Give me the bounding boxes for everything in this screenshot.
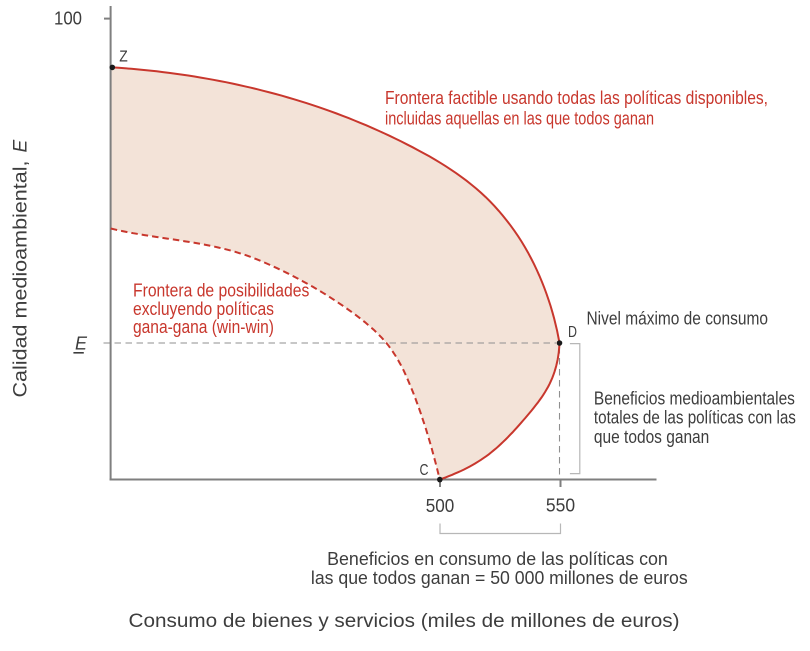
svg-text:550: 550: [546, 496, 575, 516]
svg-text:las que todos ganan = 50 000 m: las que todos ganan = 50 000 millones de…: [311, 568, 688, 588]
svg-text:100: 100: [54, 8, 82, 28]
svg-text:E: E: [75, 333, 88, 353]
svg-text:gana-gana (win-win): gana-gana (win-win): [133, 317, 274, 337]
svg-text:500: 500: [426, 496, 455, 516]
svg-text:Frontera de posibilidades: Frontera de posibilidades: [133, 281, 309, 301]
svg-text:Consumo de bienes y servicios: Consumo de bienes y servicios (miles de …: [129, 610, 680, 632]
svg-text:E: E: [11, 140, 32, 153]
svg-text:Beneficios en consumo de las p: Beneficios en consumo de las políticas c…: [327, 549, 668, 569]
svg-text:totales de las políticas con l: totales de las políticas con las: [594, 408, 796, 428]
svg-text:C: C: [420, 462, 429, 479]
svg-text:incluidas aquellas en las que: incluidas aquellas en las que todos gana…: [385, 109, 654, 129]
svg-text:Z: Z: [119, 49, 128, 66]
svg-text:excluyendo políticas: excluyendo políticas: [133, 299, 274, 319]
svg-text:Nivel máximo de consumo: Nivel máximo de consumo: [587, 308, 769, 328]
svg-text:Beneficios medioambientales: Beneficios medioambientales: [594, 388, 795, 408]
svg-text:que todos ganan: que todos ganan: [594, 427, 709, 447]
svg-text:Calidad medioambiental,: Calidad medioambiental,: [11, 154, 32, 397]
svg-text:Frontera factible usando todas: Frontera factible usando todas las polít…: [385, 88, 768, 108]
svg-text:D: D: [568, 324, 577, 341]
